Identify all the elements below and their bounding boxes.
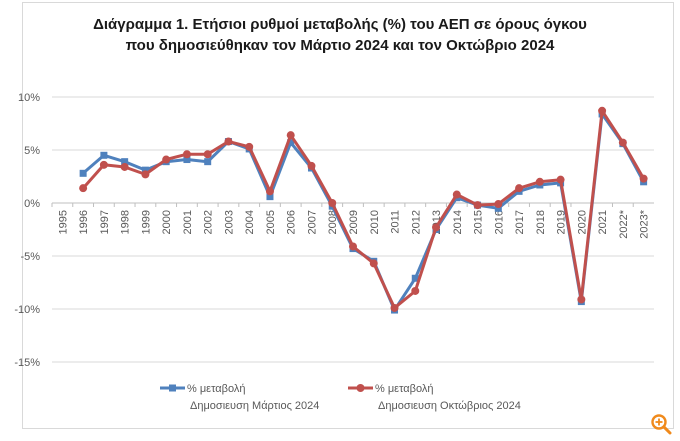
- data-point: [598, 106, 607, 115]
- data-point: [266, 193, 274, 201]
- data-point: [141, 170, 150, 179]
- data-point: [120, 162, 129, 171]
- legend-marker-1: [169, 384, 176, 392]
- data-point: [432, 223, 441, 232]
- x-tick-label: 1998: [120, 210, 132, 234]
- x-tick-label: 2016: [493, 210, 505, 234]
- data-point: [287, 139, 295, 147]
- data-point: [639, 174, 648, 183]
- series-2-line: [81, 109, 645, 310]
- x-tick-label: 2009: [348, 210, 360, 234]
- y-tick-label: -5%: [20, 251, 40, 263]
- zoom-icon[interactable]: [650, 413, 672, 435]
- x-tick-label: 2003: [223, 210, 235, 234]
- data-point: [556, 175, 565, 184]
- legend-label-line1: % μεταβολή: [375, 383, 433, 395]
- data-point: [286, 131, 295, 140]
- x-tick-label: 2010: [369, 210, 381, 234]
- legend-label-line2: Δημοσιευση Οκτώβριος 2024: [378, 400, 521, 412]
- data-point: [328, 199, 337, 207]
- data-point: [203, 150, 212, 159]
- data-point: [494, 200, 503, 209]
- x-tick-label: 2001: [182, 210, 194, 234]
- data-point: [577, 295, 586, 304]
- x-tick-label: 1997: [99, 210, 111, 234]
- x-tick-label: 2007: [306, 210, 318, 234]
- x-tick-label: 1999: [140, 210, 152, 234]
- y-tick-label: 0%: [24, 198, 40, 210]
- data-point: [473, 201, 482, 210]
- x-tick-label: 2017: [514, 210, 526, 234]
- data-point: [411, 274, 419, 282]
- x-tick-label: 2015: [473, 210, 485, 234]
- y-tick-label: -10%: [14, 304, 40, 316]
- data-point: [245, 142, 254, 151]
- data-point: [162, 155, 171, 164]
- data-point: [224, 137, 233, 146]
- data-point: [535, 177, 544, 186]
- x-tick-label: 2019: [556, 210, 568, 234]
- x-tick-label: 2014: [452, 210, 464, 234]
- x-tick-label: 2021: [597, 210, 609, 234]
- x-axis-tick-labels: 1995 1996 1997 1998 1999 2000 2001 2002 2003 2004…: [57, 209, 650, 238]
- chart-title-line-2: που δημοσιεύθηκαν τον Μάρτιο 2024 και το…: [125, 37, 555, 54]
- x-tick-label: 2022*: [618, 209, 630, 238]
- data-point: [121, 158, 129, 166]
- data-point: [618, 138, 627, 147]
- legend-marker-2: [356, 384, 365, 392]
- x-tick-label: 2012: [410, 210, 422, 234]
- legend: % μεταβολή Δημοσιευση Μάρτιος 2024 % μεταβ…: [160, 383, 521, 412]
- x-tick-label: 2023*: [639, 209, 651, 238]
- data-point: [141, 166, 149, 174]
- y-tick-label: 5%: [24, 145, 40, 157]
- data-point: [204, 158, 212, 166]
- x-tick-label: 2004: [244, 210, 256, 234]
- data-point: [99, 160, 108, 169]
- data-point: [79, 169, 87, 177]
- x-tick-label: 2002: [203, 210, 215, 234]
- x-tick-label: 2020: [576, 210, 588, 234]
- x-tick-label: 2011: [390, 210, 402, 234]
- y-tick-label: -15%: [14, 357, 40, 369]
- legend-label-line2: Δημοσιευση Μάρτιος 2024: [190, 400, 319, 412]
- chart-title-line-1: Διάγραμμα 1. Ετήσιοι ρυθμοί μεταβολής (%…: [93, 16, 587, 33]
- data-point: [369, 259, 378, 268]
- data-point: [411, 286, 420, 295]
- data-point: [307, 161, 316, 170]
- chart-title: Διάγραμμα 1. Ετήσιοι ρυθμοί μεταβολής (%…: [0, 14, 680, 56]
- y-tick-label: 10%: [18, 92, 40, 104]
- data-point: [79, 184, 88, 193]
- x-tick-label: 2018: [535, 210, 547, 234]
- data-point: [183, 156, 191, 164]
- legend-label-line1: % μεταβολή: [187, 383, 245, 395]
- x-tick-label: 2005: [265, 210, 277, 234]
- series-2: [79, 106, 648, 312]
- x-tick-label: 1996: [78, 210, 90, 234]
- y-axis-tick-labels: 10% 5% 0% -5% -10% -15%: [14, 92, 40, 369]
- data-point: [452, 190, 461, 199]
- x-tick-label: 1995: [57, 210, 69, 234]
- data-point: [265, 187, 274, 196]
- data-point: [349, 242, 357, 251]
- data-point: [515, 184, 524, 193]
- data-point: [390, 303, 399, 312]
- x-tick-label: 2000: [161, 210, 173, 234]
- data-point: [182, 150, 191, 159]
- data-point: [494, 204, 502, 212]
- series-lines: [79, 106, 648, 314]
- gridlines: [51, 96, 654, 363]
- x-tick-label: 2006: [286, 210, 298, 234]
- data-point: [100, 151, 108, 159]
